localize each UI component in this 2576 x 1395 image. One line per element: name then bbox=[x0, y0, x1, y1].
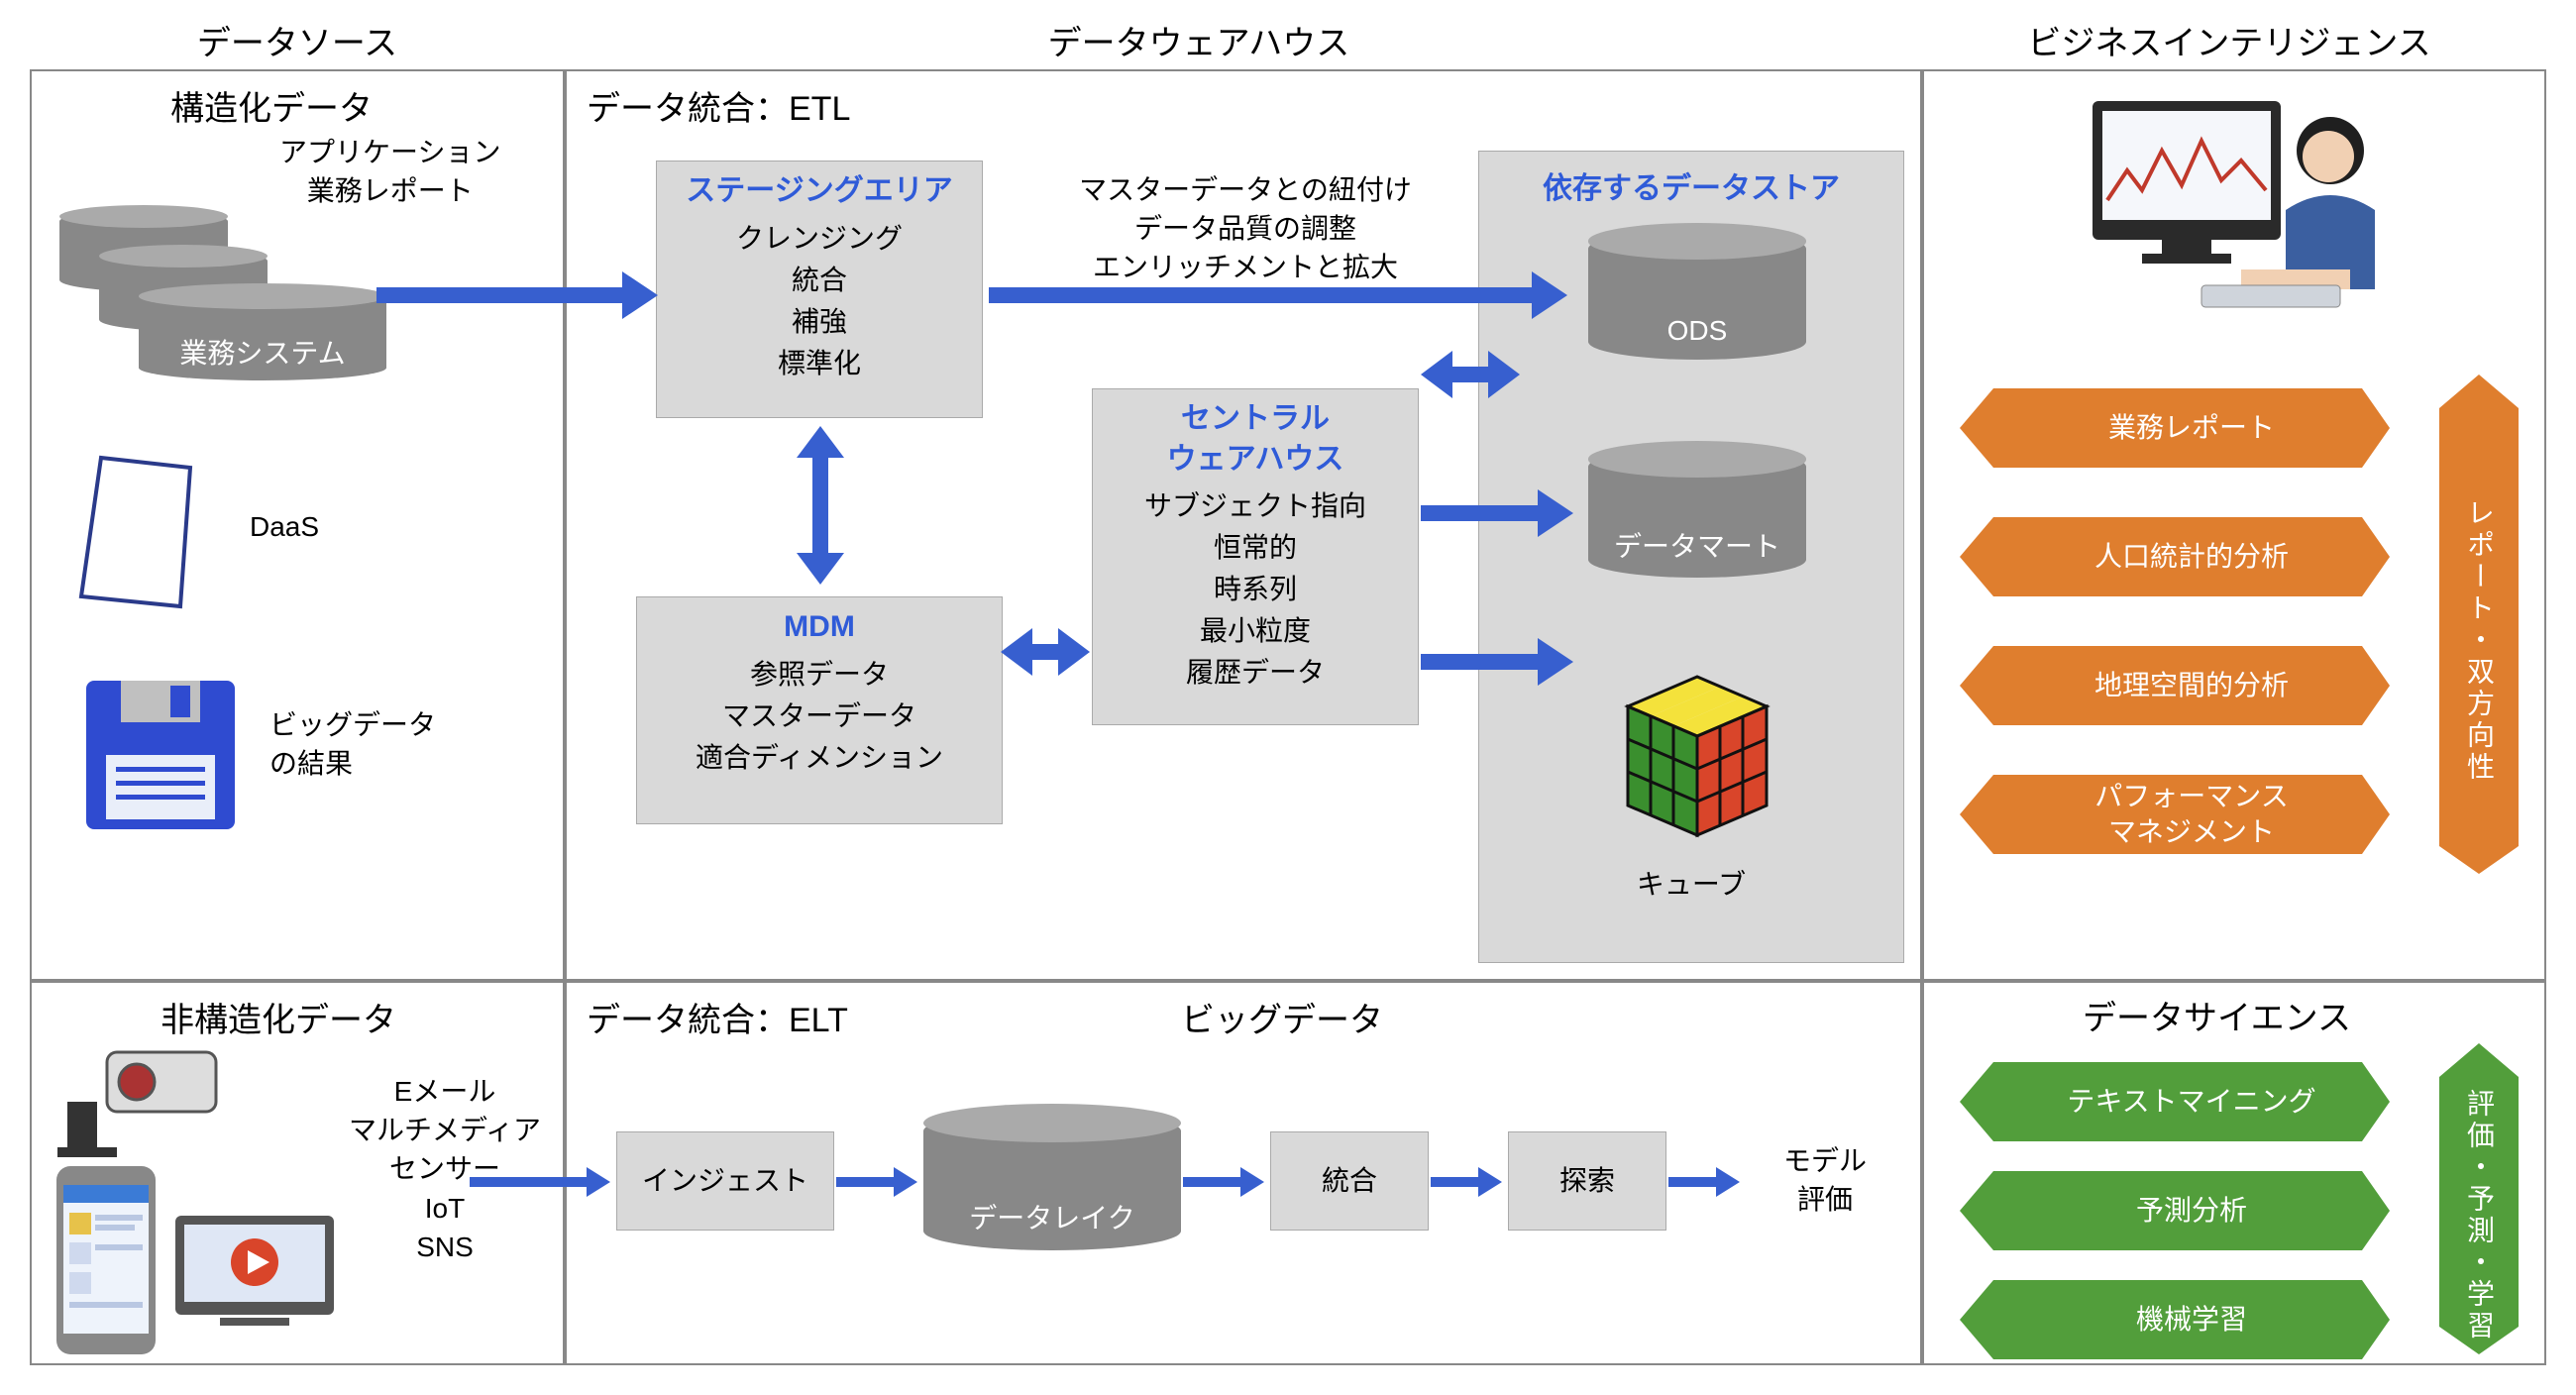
bi-tag-performance: パフォーマンス マネジメント bbox=[1993, 775, 2390, 854]
ods-label: ODS bbox=[1588, 315, 1806, 347]
structured-items: アプリケーション 業務レポート bbox=[279, 133, 500, 210]
bi-tag-geo: 地理空間的分析 bbox=[1993, 646, 2390, 725]
daas-label: DaaS bbox=[250, 507, 319, 546]
box-mdm: MDM 参照データ マスターデータ 適合ディメンション bbox=[636, 596, 1003, 824]
staging-lines: クレンジング 統合 補強 標準化 bbox=[671, 218, 968, 384]
box-integrate: 統合 bbox=[1270, 1131, 1429, 1231]
central-lines: サブジェクト指向 恒常的 時系列 最小粒度 履歴データ bbox=[1107, 485, 1404, 694]
bi-vtag: レポート・双方向性 bbox=[2439, 408, 2519, 874]
camera-icon bbox=[57, 1042, 236, 1161]
arrow-central-mart bbox=[1421, 505, 1540, 521]
db-stack-label: 業務システム bbox=[139, 332, 386, 372]
arrow-central-cube bbox=[1421, 654, 1540, 670]
arrow-explore-model bbox=[1668, 1177, 1718, 1187]
bigdata-result-label: ビッグデータ の結果 bbox=[269, 705, 436, 783]
datastore-title: 依存するデータストア bbox=[1493, 169, 1889, 210]
panel-structured-sources: 構造化データ アプリケーション 業務レポート 業務システム DaaS ビッグデー… bbox=[30, 69, 565, 981]
datalake-cylinder-icon: データレイク bbox=[923, 1112, 1181, 1250]
cube-label: キューブ bbox=[1479, 865, 1903, 904]
title-ds: データサイエンス bbox=[2083, 991, 2351, 1039]
ds-tag-text-mining: テキストマイニング bbox=[1993, 1062, 2390, 1141]
arrow-sources-to-staging bbox=[376, 287, 624, 303]
title-bigdata: ビッグデータ bbox=[1181, 993, 1383, 1041]
bi-tag-demographic: 人口統計的分析 bbox=[1993, 517, 2390, 596]
ds-tag-predictive: 予測分析 bbox=[1993, 1171, 2390, 1250]
panel-unstructured-sources: 非構造化データ Eメール マルチ bbox=[30, 981, 565, 1365]
arrow-mdm-central bbox=[1030, 644, 1060, 660]
explore-label: 探索 bbox=[1559, 1160, 1615, 1202]
title-elt: データ統合：ELT bbox=[587, 993, 848, 1041]
staging-title: ステージングエリア bbox=[671, 171, 968, 212]
header-sources: データソース bbox=[129, 16, 466, 64]
ods-cylinder-icon: ODS bbox=[1588, 231, 1806, 360]
box-ingest: インジェスト bbox=[616, 1131, 834, 1231]
integrate-label: 統合 bbox=[1322, 1160, 1377, 1202]
title-structured: 構造化データ bbox=[170, 81, 373, 130]
floppy-icon bbox=[81, 676, 240, 834]
unstructured-items: Eメール マルチメディア センサー IoT SNS bbox=[349, 1072, 541, 1266]
arrow-central-ods bbox=[1450, 367, 1490, 382]
header-dwh: データウェアハウス bbox=[931, 16, 1466, 64]
phone-icon bbox=[52, 1161, 161, 1359]
mdm-title: MDM bbox=[651, 607, 988, 648]
arrow-unstructured-ingest bbox=[470, 1177, 589, 1187]
ds-tag-ml: 機械学習 bbox=[1993, 1280, 2390, 1359]
bi-tag-report: 業務レポート bbox=[1993, 388, 2390, 468]
analyst-icon bbox=[2083, 91, 2400, 339]
mart-label: データマート bbox=[1588, 525, 1806, 565]
arrow-staging-to-ods bbox=[989, 287, 1534, 303]
header-bi: ビジネスインテリジェンス bbox=[1942, 16, 2517, 64]
model-eval-label: モデル 評価 bbox=[1756, 1141, 1894, 1219]
diagram-canvas: データソース データウェアハウス ビジネスインテリジェンス 構造化データ アプリ… bbox=[10, 10, 2566, 1385]
panel-ds: データサイエンス テキストマイニング 予測分析 機械学習 評価・予測・学習 bbox=[1922, 981, 2546, 1365]
db-stack-icon: 業務システム bbox=[59, 210, 287, 378]
arrow-ingest-lake bbox=[836, 1177, 896, 1187]
title-unstructured: 非構造化データ bbox=[161, 993, 396, 1041]
mart-cylinder-icon: データマート bbox=[1588, 449, 1806, 578]
enrichment-text: マスターデータとの紐付け データ品質の調整 エンリッチメントと拡大 bbox=[1032, 170, 1458, 287]
arrow-integrate-explore bbox=[1431, 1177, 1480, 1187]
mdm-lines: 参照データ マスターデータ 適合ディメンション bbox=[651, 654, 988, 779]
document-icon bbox=[71, 448, 210, 616]
panel-bi: 業務レポート 人口統計的分析 地理空間的分析 パフォーマンス マネジメント レポ… bbox=[1922, 69, 2546, 981]
box-staging: ステージングエリア クレンジング 統合 補強 標準化 bbox=[656, 161, 983, 418]
cube-icon bbox=[1608, 667, 1786, 845]
arrow-staging-mdm bbox=[812, 456, 828, 555]
box-explore: 探索 bbox=[1508, 1131, 1666, 1231]
video-icon bbox=[170, 1211, 339, 1330]
panel-dwh-etl: データ統合：ETL ステージングエリア クレンジング 統合 補強 標準化 マスタ… bbox=[565, 69, 1922, 981]
arrow-lake-integrate bbox=[1183, 1177, 1242, 1187]
datalake-label: データレイク bbox=[923, 1197, 1181, 1236]
ds-vtag: 評価・予測・学習 bbox=[2439, 1077, 2519, 1354]
box-central-wh: セントラル ウェアハウス サブジェクト指向 恒常的 時系列 最小粒度 履歴データ bbox=[1092, 388, 1419, 725]
title-etl: データ統合：ETL bbox=[587, 81, 850, 130]
central-title: セントラル ウェアハウス bbox=[1107, 399, 1404, 480]
ingest-label: インジェスト bbox=[642, 1160, 808, 1202]
